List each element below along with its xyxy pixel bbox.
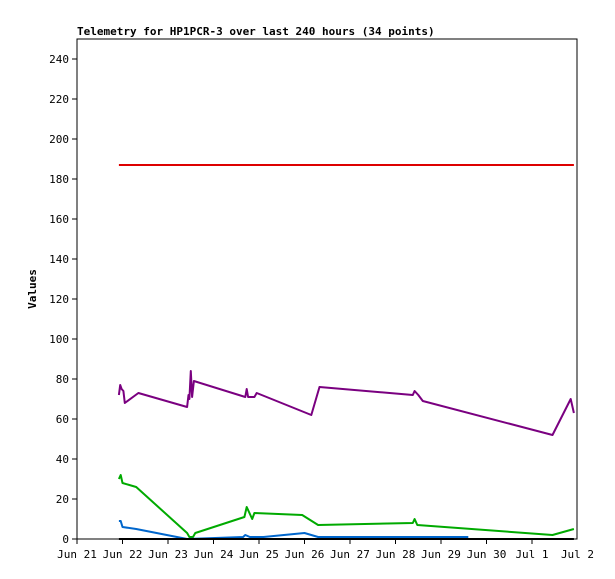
x-tick-label: Jun 30 — [467, 548, 507, 561]
x-tick-label: Jun 23 — [148, 548, 188, 561]
y-axis-title: Values — [26, 269, 39, 309]
y-tick-label: 80 — [56, 373, 69, 386]
x-tick-label: Jun 27 — [330, 548, 370, 561]
y-tick-label: 160 — [49, 213, 69, 226]
y-tick-label: 40 — [56, 453, 69, 466]
y-tick-label: 220 — [49, 93, 69, 106]
x-tick-label: Jun 22 — [103, 548, 143, 561]
y-tick-label: 0 — [62, 533, 69, 546]
y-tick-label: 20 — [56, 493, 69, 506]
y-axis: 0 20 40 60 80 100 120 140 160 180 200 220 240 — [49, 53, 77, 546]
x-tick-label: Jun 28 — [376, 548, 416, 561]
y-tick-label: 60 — [56, 413, 69, 426]
x-tick-label: Jun 24 — [194, 548, 234, 561]
series-line-3 — [118, 520, 469, 540]
x-tick-label: Jun 29 — [421, 548, 461, 561]
series-layer — [117, 164, 575, 540]
series-line-1 — [117, 370, 575, 436]
y-tick-label: 120 — [49, 293, 69, 306]
plot-area — [76, 38, 578, 540]
x-tick-label: Jul 2 — [561, 548, 594, 561]
chart-title: Telemetry for HP1PCR-3 over last 240 hou… — [77, 25, 435, 38]
x-tick-label: Jun 25 — [239, 548, 279, 561]
y-tick-label: 240 — [49, 53, 69, 66]
y-tick-label: 200 — [49, 133, 69, 146]
x-tick-label: Jun 26 — [285, 548, 325, 561]
x-tick-label: Jun 21 — [57, 548, 97, 561]
y-tick-label: 140 — [49, 253, 69, 266]
x-axis: Jun 21 Jun 22 Jun 23 Jun 24 Jun 25 Jun 26 Jun … — [57, 539, 594, 561]
y-tick-label: 100 — [49, 333, 69, 346]
series-line-2 — [117, 474, 575, 538]
y-tick-label: 180 — [49, 173, 69, 186]
x-tick-label: Jul 1 — [515, 548, 548, 561]
